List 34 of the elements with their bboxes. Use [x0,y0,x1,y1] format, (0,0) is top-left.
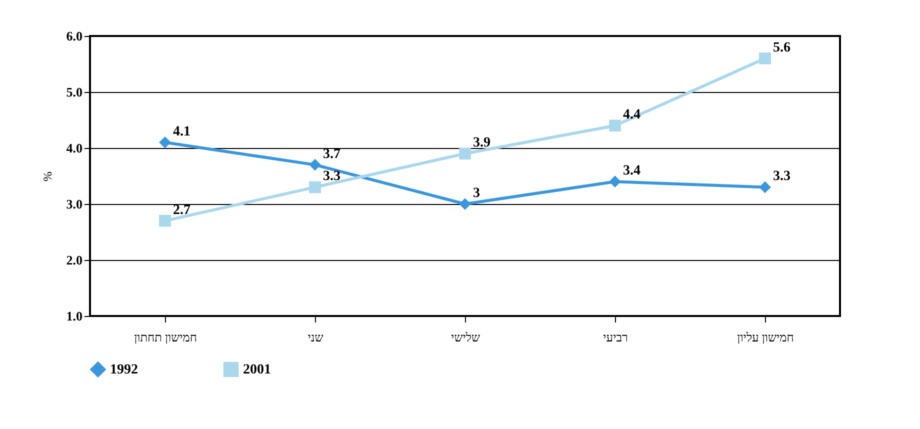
data-label: 2.7 [173,202,190,218]
point [309,158,321,171]
point [759,52,771,64]
y-tick-label: 5.0 [66,84,82,100]
point [459,148,471,160]
point [459,198,471,210]
legend-label: 1992 [110,362,138,378]
x-tick-label: שני [308,330,324,344]
point [309,181,321,194]
data-label: 3.4 [623,164,640,179]
x-tick-label: חמישון עליון [737,330,794,344]
y-tick-label: 6.0 [66,28,82,44]
y-axis-title: % [40,172,54,182]
legend-label: 2001 [243,362,271,378]
y-tick-label: 4.0 [66,140,82,156]
point [759,181,771,194]
point [159,136,171,148]
data-label: 3.3 [773,169,790,184]
data-label: 3 [473,186,480,201]
data-label: 4.4 [623,108,640,123]
data-label: 5.6 [773,40,790,56]
data-label: 3.9 [473,136,490,151]
point [609,120,621,132]
y-tick-label: 2.0 [66,252,82,268]
x-tick-label: חמישון תחתון [134,330,197,344]
point [609,176,621,188]
y-tick-label: 1.0 [66,308,82,324]
x-tick-label: שלישי [451,330,480,344]
x-tick-label: רביעי [603,330,628,344]
data-label: 3.3 [323,169,340,184]
data-label: 3.7 [323,146,340,162]
point [159,214,171,227]
data-label: 4.1 [173,124,190,140]
y-tick-label: 3.0 [66,196,82,212]
